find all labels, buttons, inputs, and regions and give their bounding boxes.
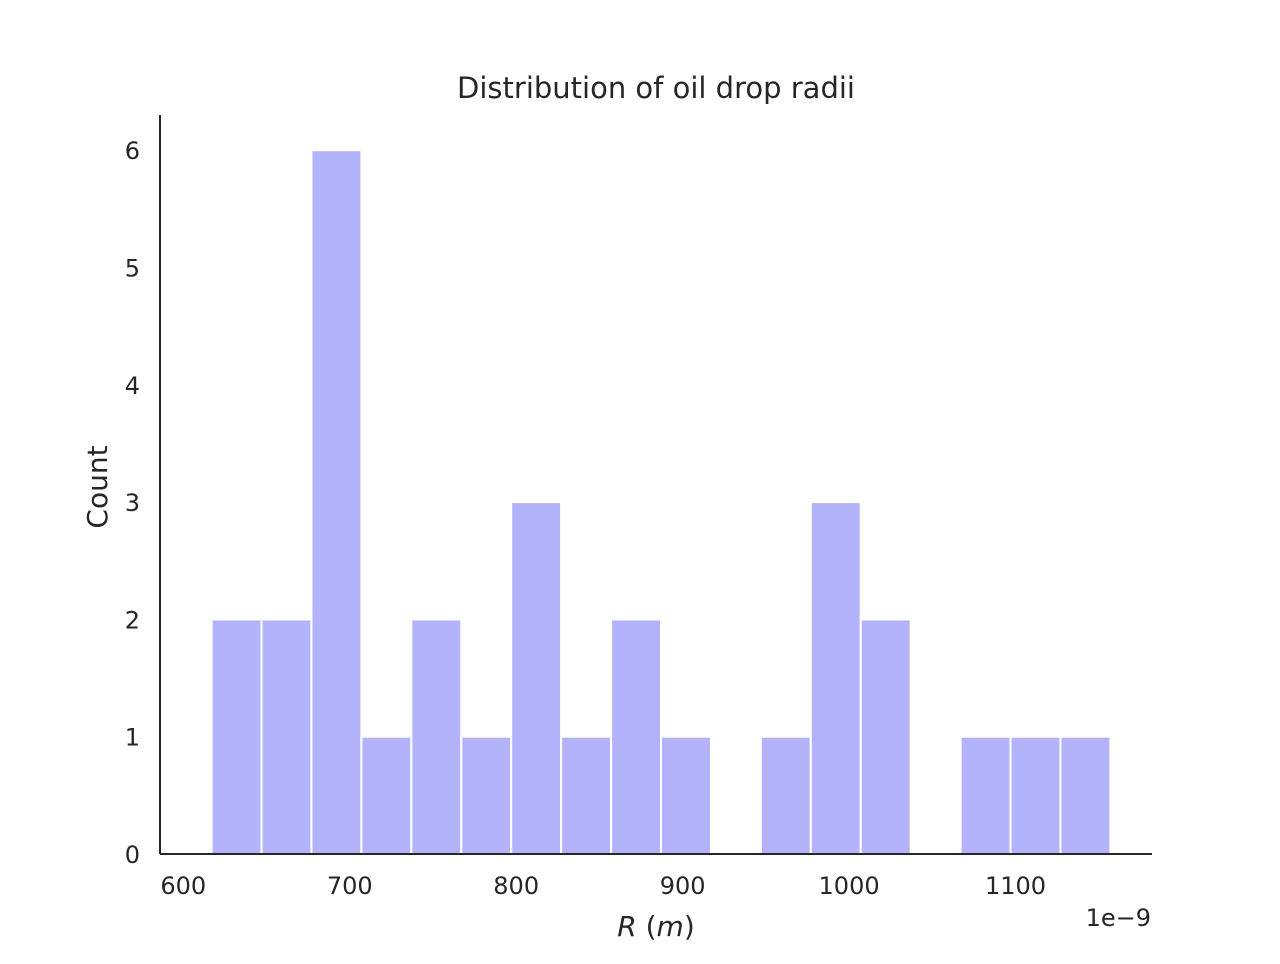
histogram-bar — [859, 618, 912, 856]
histogram-bar — [410, 618, 463, 856]
y-ticks: 0 1 2 3 4 5 6 — [125, 137, 140, 869]
x-axis-offset-label: 1e−9 — [1086, 904, 1151, 932]
histogram-bar — [1009, 735, 1062, 856]
bars-layer — [210, 149, 1112, 856]
histogram-bar — [310, 149, 363, 855]
y-tick-label: 4 — [125, 372, 140, 400]
x-tick-label: 600 — [160, 872, 206, 900]
y-tick-label: 1 — [125, 724, 140, 752]
y-tick-label: 0 — [125, 841, 140, 869]
x-tick-label: 1000 — [819, 872, 880, 900]
histogram-bar — [1059, 735, 1112, 856]
y-axis-title: Count — [81, 445, 114, 528]
histogram-bar — [210, 618, 263, 856]
y-tick-label: 6 — [125, 137, 140, 165]
y-tick-label: 2 — [125, 606, 140, 634]
x-tick-label: 700 — [327, 872, 373, 900]
histogram-bar — [360, 735, 413, 856]
histogram-bar — [659, 735, 712, 856]
x-axis-title: R (m) — [617, 910, 695, 943]
histogram-bar — [959, 735, 1012, 856]
histogram-bar — [610, 618, 662, 856]
chart-title: Distribution of oil drop radii — [457, 71, 855, 105]
x-tick-label: 1100 — [985, 872, 1046, 900]
x-ticks: 600 700 800 900 1000 1100 — [160, 872, 1046, 900]
histogram-bar — [260, 618, 313, 856]
axes-layer — [159, 115, 1152, 855]
x-tick-label: 800 — [493, 872, 539, 900]
histogram-bar — [460, 735, 513, 856]
y-tick-label: 5 — [125, 254, 140, 282]
histogram-bar — [759, 735, 812, 856]
histogram-bar — [560, 735, 613, 856]
histogram-bar — [510, 501, 563, 855]
histogram-bar — [809, 501, 862, 855]
x-tick-label: 900 — [660, 872, 706, 900]
y-tick-label: 3 — [125, 489, 140, 517]
